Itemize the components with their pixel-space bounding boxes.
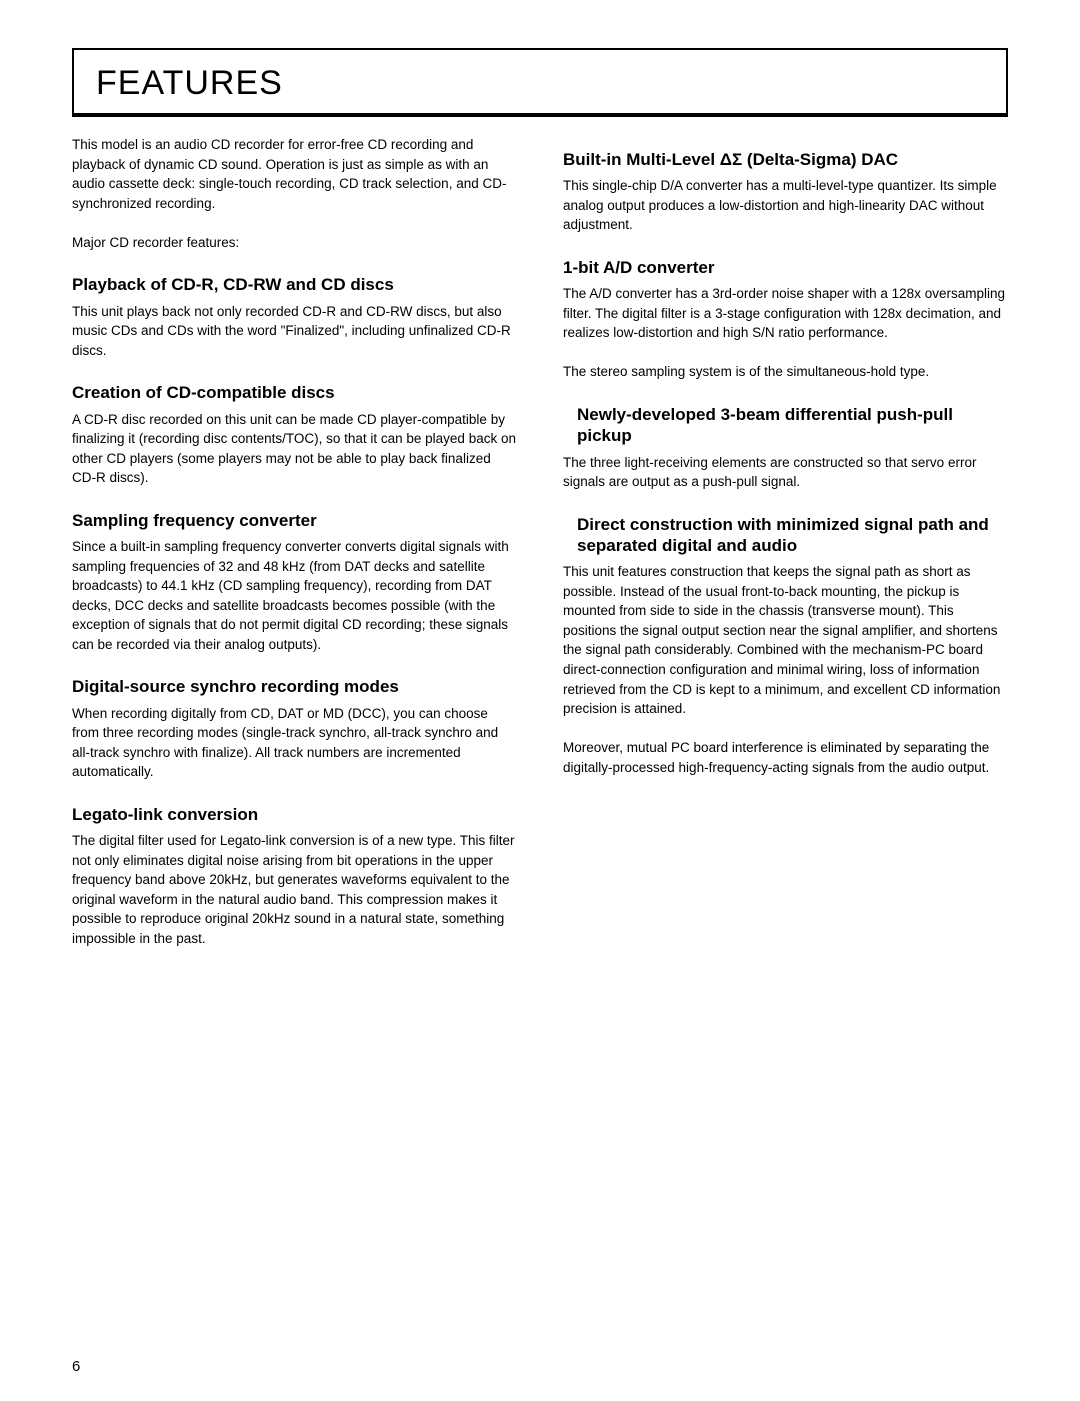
section-heading: Sampling frequency converter [72,510,517,531]
section-body: The three light-receiving elements are c… [563,453,1008,492]
section-body: This unit plays back not only recorded C… [72,302,517,361]
page: FEATURES This model is an audio CD recor… [0,0,1080,1401]
title-frame: FEATURES [72,48,1008,117]
title-rule [74,113,1006,115]
section-heading: Digital-source synchro recording modes [72,676,517,697]
section: Playback of CD-R, CD-RW and CD discs This… [72,274,517,360]
section-heading: Playback of CD-R, CD-RW and CD discs [72,274,517,295]
columns: This model is an audio CD recorder for e… [72,135,1008,949]
section-heading: Legato-link conversion [72,804,517,825]
left-column: This model is an audio CD recorder for e… [72,135,517,949]
section: This model is an audio CD recorder for e… [72,135,517,252]
section-heading: Creation of CD-compatible discs [72,382,517,403]
section-body: When recording digitally from CD, DAT or… [72,704,517,782]
section-body: The digital filter used for Legato-link … [72,831,517,948]
section: Digital-source synchro recording modes Wh… [72,676,517,782]
section: Sampling frequency converter Since a buil… [72,510,517,655]
section-heading: 1-bit A/D converter [563,257,1008,278]
section-body: This unit features construction that kee… [563,562,1008,777]
section-body: A CD-R disc recorded on this unit can be… [72,410,517,488]
section-body: Since a built-in sampling frequency conv… [72,537,517,654]
section-heading: Newly-developed 3-beam differential push… [563,404,1008,447]
section: Creation of CD-compatible discs A CD-R di… [72,382,517,488]
right-column: Built-in Multi-Level ΔΣ (Delta-Sigma) DA… [563,135,1008,949]
section: Built-in Multi-Level ΔΣ (Delta-Sigma) DA… [563,149,1008,235]
section: Newly-developed 3-beam differential push… [563,404,1008,492]
section: Legato-link conversion The digital filter… [72,804,517,949]
section-heading: Direct construction with minimized signa… [563,514,1008,557]
page-number: 6 [72,1358,80,1375]
page-title: FEATURES [74,50,1006,113]
section-body: The A/D converter has a 3rd-order noise … [563,284,1008,382]
section-body: This single-chip D/A converter has a mul… [563,176,1008,235]
section: 1-bit A/D converter The A/D converter has… [563,257,1008,382]
section-heading: Built-in Multi-Level ΔΣ (Delta-Sigma) DA… [563,149,1008,170]
section: Direct construction with minimized signa… [563,514,1008,778]
section-body: This model is an audio CD recorder for e… [72,135,517,252]
